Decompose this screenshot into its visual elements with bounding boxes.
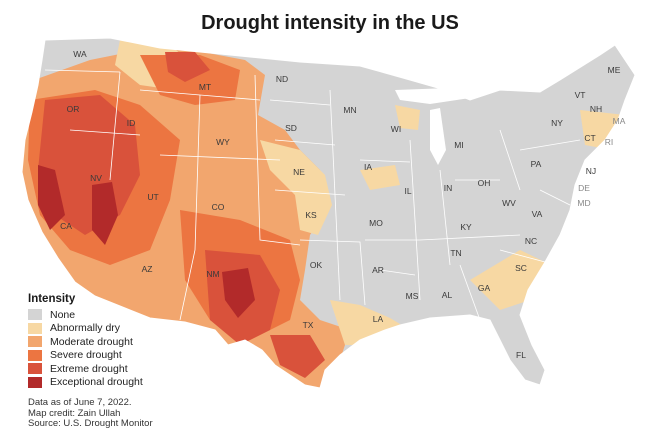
state-label-ga: GA (478, 283, 491, 293)
legend-label: Abnormally dry (50, 322, 121, 335)
state-label-la: LA (373, 314, 384, 324)
legend-item-severe-drought: Severe drought (28, 349, 143, 363)
legend-swatch (28, 376, 42, 388)
state-label-nh: NH (590, 104, 602, 114)
state-label-or: OR (67, 104, 80, 114)
state-label-ne: NE (293, 167, 305, 177)
state-borders (44, 69, 581, 321)
state-label-ar: AR (372, 265, 384, 275)
legend-title: Intensity (28, 293, 76, 305)
legend-swatch (28, 309, 42, 321)
state-label-fl: FL (516, 350, 526, 360)
source-notes: Data as of June 7, 2022. Map credit: Zai… (28, 397, 153, 430)
extreme-drought-mt (165, 52, 210, 82)
state-label-il: IL (404, 186, 411, 196)
state-label-id: ID (127, 118, 136, 128)
exceptional-drought-nm (222, 268, 255, 318)
legend-swatch (28, 336, 42, 348)
state-label-ny: NY (551, 118, 563, 128)
legend-swatch (28, 363, 42, 375)
state-label-ma: MA (613, 116, 626, 126)
state-label-mt: MT (199, 82, 211, 92)
exceptional-drought-ca (38, 165, 65, 230)
legend-item-none: None (28, 308, 143, 322)
state-label-nv: NV (90, 173, 102, 183)
state-label-nj: NJ (586, 166, 596, 176)
source-note: Source: U.S. Drought Monitor (28, 418, 153, 429)
severe-drought-north (140, 55, 240, 105)
state-label-nd: ND (276, 74, 288, 84)
state-label-vt: VT (575, 90, 586, 100)
state-label-al: AL (442, 290, 453, 300)
map-credit-note: Map credit: Zain Ullah (28, 407, 121, 419)
legend-label: Exceptional drought (50, 376, 143, 389)
legend-label: Extreme drought (50, 362, 128, 375)
state-label-wv: WV (502, 198, 516, 208)
state-label-tx: TX (303, 320, 314, 330)
state-label-nc: NC (525, 236, 537, 246)
state-labels: WA OR CA NV ID MT WY UT AZ CO NM ND SD N… (60, 49, 626, 360)
state-label-tn: TN (450, 248, 461, 258)
exceptional-drought-nv (92, 182, 118, 245)
state-label-oh: OH (478, 178, 491, 188)
state-label-wy: WY (216, 137, 230, 147)
state-label-co: CO (212, 202, 225, 212)
legend-swatch (28, 322, 42, 334)
state-label-wa: WA (73, 49, 87, 59)
drought-layers (22, 40, 625, 388)
state-label-nm: NM (206, 269, 219, 279)
legend: Intensity None Abnormally dry Moderate d… (28, 293, 143, 389)
state-label-ms: MS (406, 291, 419, 301)
state-label-md: MD (577, 198, 590, 208)
extreme-drought-tx-coast (270, 335, 325, 378)
state-label-sc: SC (515, 263, 527, 273)
state-label-ct: CT (584, 133, 595, 143)
state-label-ri: RI (605, 137, 614, 147)
state-label-mn: MN (343, 105, 356, 115)
legend-label: Moderate drought (50, 335, 133, 348)
state-label-mi: MI (454, 140, 463, 150)
legend-item-moderate-drought: Moderate drought (28, 335, 143, 349)
state-label-pa: PA (531, 159, 542, 169)
state-label-az: AZ (142, 264, 153, 274)
state-label-in: IN (444, 183, 453, 193)
state-label-mo: MO (369, 218, 383, 228)
state-label-ks: KS (305, 210, 317, 220)
state-label-ia: IA (364, 162, 372, 172)
legend-item-extreme-drought: Extreme drought (28, 362, 143, 376)
state-label-wi: WI (391, 124, 401, 134)
data-date-note: Data as of June 7, 2022. (28, 397, 132, 408)
state-label-me: ME (608, 65, 621, 75)
map-title: Drought intensity in the US (201, 12, 459, 34)
lake-michigan (430, 108, 446, 165)
abnormally-dry-wi (395, 105, 420, 130)
state-label-de: DE (578, 183, 590, 193)
abnormally-dry-plains (260, 140, 332, 235)
state-label-ky: KY (460, 222, 472, 232)
legend-swatch (28, 349, 42, 361)
legend-label: Severe drought (50, 349, 122, 362)
state-label-ok: OK (310, 260, 323, 270)
legend-item-abnormally-dry: Abnormally dry (28, 322, 143, 336)
legend-item-exceptional-drought: Exceptional drought (28, 376, 143, 390)
state-label-va: VA (532, 209, 543, 219)
state-label-sd: SD (285, 123, 297, 133)
state-label-ca: CA (60, 221, 72, 231)
legend-label: None (50, 308, 76, 321)
abnormally-dry-ia (360, 165, 400, 190)
state-label-ut: UT (147, 192, 158, 202)
